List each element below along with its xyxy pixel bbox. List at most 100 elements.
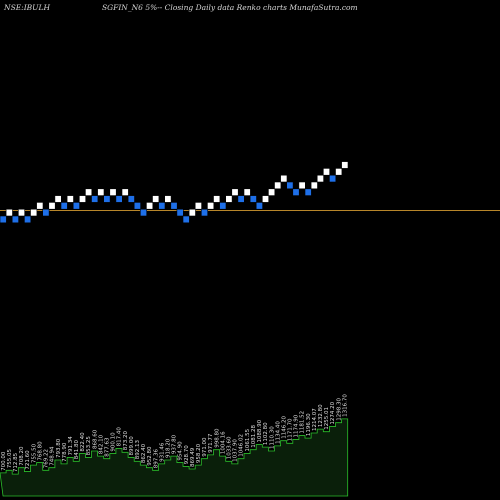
volume-value-label: 937.80: [172, 434, 178, 454]
volume-value-label: 1081.28: [251, 424, 257, 447]
volume-value-label: 954.90: [178, 441, 184, 461]
volume-value-label: 998.80: [214, 428, 220, 448]
volume-value-label: 755.50: [31, 443, 37, 463]
volume-value-label: 873.20: [123, 431, 129, 451]
volume-value-label: 868.60: [92, 429, 98, 449]
renko-brick-down: [127, 195, 135, 203]
volume-value-label: 1298.30: [336, 397, 342, 420]
renko-brick-up: [280, 174, 288, 183]
renko-brick-down: [72, 202, 80, 210]
volume-value-label: 931.46: [159, 442, 165, 462]
renko-brick-up: [54, 195, 62, 203]
renko-brick-up: [109, 188, 117, 196]
renko-brick-down: [24, 215, 32, 224]
volume-value-label: 1110.30: [269, 426, 275, 449]
renko-brick-up: [152, 195, 160, 203]
volume-value-label: 897.36: [153, 449, 159, 469]
renko-brick-up: [30, 208, 38, 217]
volume-panel: [0, 418, 349, 497]
renko-brick-down: [133, 202, 141, 210]
volume-value-label: 793.80: [56, 438, 62, 458]
renko-brick-up: [261, 195, 269, 203]
renko-brick-up: [341, 161, 349, 169]
volume-value-labels: 700.00 755.05 712.85 708.20 721.60 755.50 768.…: [1, 394, 349, 473]
renko-brick-down: [255, 202, 263, 210]
renko-brick-up: [213, 195, 221, 203]
volume-value-label: 952.80: [147, 446, 153, 466]
volume-value-label: 822.40: [80, 432, 86, 452]
volume-value-label: 971.00: [202, 437, 208, 457]
volume-value-label: 1033.60: [227, 436, 233, 459]
renko-brick-down: [219, 202, 227, 210]
renko-brick-down: [329, 174, 337, 183]
renko-brick-down: [286, 181, 294, 190]
renko-brick-up: [164, 195, 172, 203]
renko-brick-up: [194, 202, 202, 210]
volume-value-label: 708.20: [19, 446, 25, 466]
volume-value-label: 892.13: [135, 440, 141, 460]
renko-brick-up: [36, 202, 44, 210]
volume-value-label: 1196.30: [306, 413, 312, 436]
volume-value-label: 1046.02: [239, 434, 245, 457]
volume-value-label: 768.80: [37, 441, 43, 461]
volume-value-label: 1171.70: [288, 418, 294, 441]
volume-value-label: 899.00: [129, 436, 135, 456]
renko-brick-up: [66, 195, 74, 203]
volume-value-label: 1004.16: [220, 431, 226, 454]
volume-value-label: 1088.90: [257, 419, 263, 442]
volume-value-label: 1181.52: [300, 411, 306, 434]
renko-brick-down: [249, 195, 257, 203]
volume-value-label: 712.85: [13, 452, 19, 472]
volume-value-label: 918.20: [166, 438, 172, 458]
volume-value-label: 1146.20: [281, 415, 287, 438]
renko-brick-up: [243, 188, 251, 196]
renko-brick-down: [176, 208, 184, 217]
renko-brick-up: [17, 208, 25, 217]
renko-brick-down: [292, 188, 300, 196]
renko-brick-up: [225, 195, 233, 203]
volume-value-label: 1174.90: [294, 414, 300, 437]
volume-value-label: 755.05: [7, 449, 13, 469]
symbol-label: NSE:IBULH: [3, 3, 50, 12]
renko-brick-up: [48, 202, 56, 210]
renko-brick-up: [310, 181, 318, 190]
renko-brick-down: [60, 202, 68, 210]
volume-value-label: 853.25: [86, 436, 92, 456]
volume-value-label: 971.77: [208, 433, 214, 453]
volume-value-label: 862.40: [141, 443, 147, 463]
renko-brick-up: [146, 202, 154, 210]
renko-brick-down: [182, 215, 190, 224]
renko-brick-down: [42, 208, 50, 217]
volume-value-label: 1214.07: [312, 408, 318, 431]
volume-value-label: 877.63: [105, 437, 111, 457]
renko-brick-up: [188, 208, 196, 217]
volume-value-label: 1232.80: [318, 404, 324, 427]
renko-brick-down: [237, 195, 245, 203]
volume-value-label: 700.00: [1, 451, 7, 471]
volume-value-label: 958.20: [196, 443, 202, 463]
renko-bricks: [0, 161, 349, 224]
renko-brick-up: [316, 174, 324, 183]
volume-value-label: 748.94: [50, 446, 56, 466]
renko-brick-up: [268, 188, 276, 196]
renko-brick-down: [91, 195, 99, 203]
volume-value-label: 1037.90: [233, 439, 239, 462]
renko-brick-up: [322, 168, 330, 176]
renko-brick-up: [121, 188, 129, 196]
renko-brick-down: [158, 202, 166, 210]
volume-value-label: 817.40: [117, 427, 123, 447]
volume-value-label: 1255.01: [324, 407, 330, 430]
renko-brick-down: [115, 195, 123, 203]
renko-brick-up: [85, 188, 93, 196]
renko-brick-down: [0, 215, 7, 224]
renko-brick-down: [140, 208, 148, 217]
volume-value-label: 928.70: [184, 445, 190, 465]
volume-value-label: 841.80: [74, 440, 80, 460]
renko-brick-down: [170, 202, 178, 210]
renko-brick-down: [201, 208, 209, 217]
renko-brick-up: [97, 188, 105, 196]
volume-value-label: 1274.20: [330, 401, 336, 424]
volume-value-label: 791.34: [68, 436, 74, 456]
